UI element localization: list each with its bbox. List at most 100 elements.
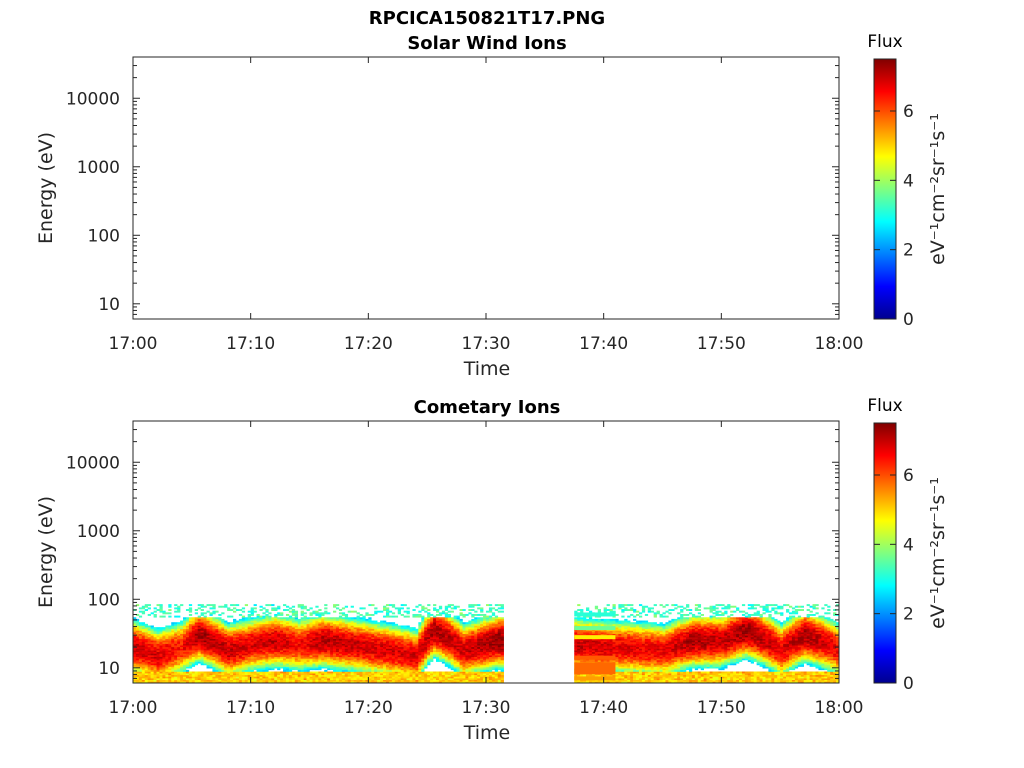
heatmap-cell bbox=[253, 643, 257, 646]
heatmap-cell bbox=[133, 628, 137, 631]
heatmap-cell bbox=[418, 604, 422, 607]
heatmap-cell bbox=[374, 630, 378, 633]
heatmap-cell bbox=[283, 617, 287, 620]
heatmap-cell bbox=[294, 632, 299, 634]
heatmap-cell bbox=[174, 678, 178, 681]
heatmap-cell bbox=[365, 643, 369, 646]
heatmap-cell bbox=[247, 628, 251, 631]
heatmap-cell bbox=[297, 625, 301, 628]
heatmap-cell bbox=[435, 632, 440, 634]
heatmap-cell bbox=[327, 655, 331, 657]
heatmap-cell bbox=[385, 681, 390, 684]
heatmap-cell bbox=[359, 656, 363, 659]
heatmap-cell bbox=[206, 674, 210, 677]
heatmap-cell bbox=[347, 661, 351, 664]
heatmap-cell bbox=[262, 620, 266, 623]
heatmap-cell bbox=[141, 659, 146, 662]
heatmap-cell bbox=[477, 661, 481, 664]
heatmap-cell bbox=[315, 650, 319, 653]
heatmap-cell bbox=[465, 658, 469, 661]
x-tick-label: 17:50 bbox=[697, 334, 746, 354]
heatmap-cell bbox=[377, 636, 381, 639]
heatmap-cell bbox=[280, 643, 284, 646]
heatmap-cell bbox=[333, 679, 337, 682]
heatmap-cell bbox=[191, 653, 196, 656]
heatmap-cell bbox=[412, 635, 416, 638]
heatmap-cell bbox=[144, 643, 149, 646]
heatmap-cell bbox=[209, 630, 213, 633]
heatmap-cell bbox=[288, 640, 293, 643]
heatmap-cell bbox=[147, 651, 151, 654]
heatmap-cell bbox=[283, 635, 287, 638]
heatmap-cell bbox=[297, 664, 301, 667]
heatmap-cell bbox=[435, 650, 440, 653]
heatmap-cell bbox=[227, 625, 231, 628]
heatmap-cell bbox=[350, 666, 354, 669]
heatmap-cell bbox=[377, 679, 381, 682]
heatmap-cell bbox=[338, 655, 343, 657]
heatmap-cell bbox=[394, 632, 399, 634]
heatmap-cell bbox=[338, 622, 343, 625]
heatmap-cell bbox=[344, 658, 349, 661]
heatmap-cell bbox=[135, 664, 140, 667]
heatmap-cell bbox=[144, 640, 149, 643]
heatmap-cell bbox=[162, 635, 166, 638]
heatmap-cell bbox=[244, 668, 249, 671]
heatmap-cell bbox=[383, 633, 387, 636]
heatmap-cell bbox=[433, 676, 437, 679]
heatmap-cell bbox=[294, 681, 299, 684]
heatmap-cell bbox=[180, 648, 184, 651]
heatmap-cell bbox=[315, 625, 319, 628]
heatmap-cell bbox=[444, 676, 449, 679]
heatmap-cell bbox=[444, 622, 449, 625]
heatmap-cell bbox=[294, 646, 299, 649]
heatmap-cell bbox=[227, 651, 231, 654]
heatmap-cell bbox=[144, 635, 149, 638]
heatmap-cell bbox=[406, 651, 410, 654]
heatmap-cell bbox=[165, 676, 169, 679]
heatmap-cell bbox=[318, 617, 322, 620]
heatmap-cell bbox=[150, 646, 154, 649]
heatmap-cell bbox=[197, 671, 201, 674]
heatmap-cell bbox=[456, 625, 460, 628]
heatmap-cell bbox=[397, 656, 401, 659]
heatmap-cell bbox=[330, 651, 334, 654]
heatmap-cell bbox=[271, 681, 275, 684]
heatmap-cell bbox=[456, 671, 460, 674]
heatmap-cell bbox=[403, 666, 407, 669]
heatmap-cell bbox=[459, 671, 463, 674]
heatmap-cell bbox=[235, 679, 240, 682]
heatmap-cell bbox=[285, 673, 290, 676]
heatmap-cell bbox=[315, 666, 319, 669]
heatmap-cell bbox=[218, 663, 222, 666]
heatmap-cell bbox=[318, 627, 322, 630]
heatmap-cell bbox=[203, 625, 207, 628]
heatmap-cell bbox=[412, 653, 416, 656]
heatmap-cell bbox=[433, 607, 437, 610]
heatmap-cell bbox=[324, 633, 328, 636]
heatmap-cell bbox=[335, 653, 340, 656]
heatmap-cell bbox=[283, 630, 287, 633]
heatmap-cell bbox=[133, 674, 137, 677]
heatmap-cell bbox=[347, 666, 351, 669]
heatmap-cell bbox=[377, 651, 381, 654]
heatmap-cell bbox=[347, 664, 351, 667]
heatmap-cell bbox=[283, 640, 287, 643]
heatmap-cell bbox=[338, 679, 343, 682]
heatmap-cell bbox=[462, 613, 466, 616]
heatmap-cell bbox=[412, 651, 416, 654]
heatmap-cell bbox=[350, 659, 354, 662]
heatmap-cell bbox=[188, 658, 193, 661]
heatmap-cell bbox=[147, 630, 151, 633]
heatmap-cell bbox=[133, 643, 137, 646]
heatmap-cell bbox=[147, 641, 151, 644]
heatmap-cell bbox=[335, 648, 340, 651]
heatmap-cell bbox=[262, 636, 266, 639]
heatmap-cell bbox=[435, 643, 440, 646]
heatmap-cell bbox=[474, 628, 478, 631]
heatmap-cell bbox=[285, 622, 290, 625]
heatmap-cell bbox=[174, 656, 178, 659]
heatmap-cell bbox=[141, 678, 146, 681]
heatmap-cell bbox=[321, 627, 325, 630]
heatmap-cell bbox=[327, 673, 331, 676]
